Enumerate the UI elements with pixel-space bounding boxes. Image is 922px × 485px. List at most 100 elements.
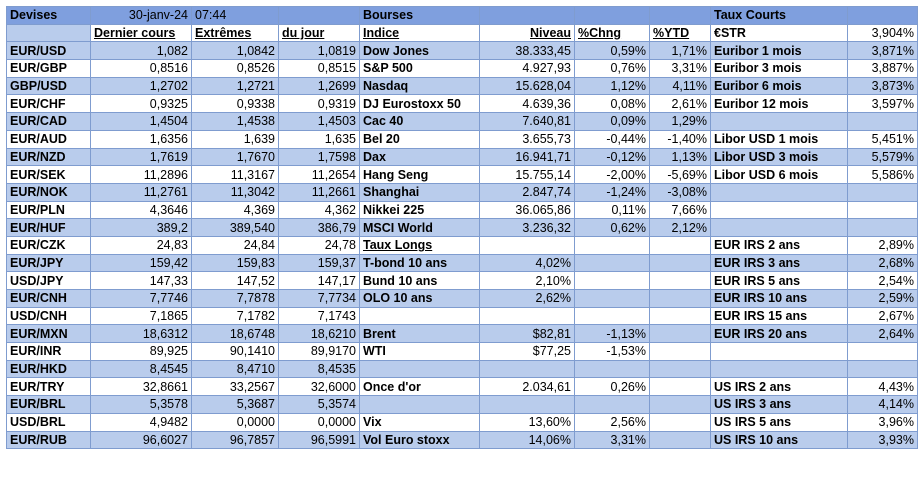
fx-day: 7,7734 (278, 289, 360, 308)
market-name: Nasdaq (359, 76, 480, 96)
market-level: 15.628,04 (479, 76, 575, 96)
market-name: Once d'or (359, 377, 480, 397)
table-row: EUR/INR 89,925 90,1410 89,9170 WTI $77,25 -1,5… (6, 342, 918, 361)
rate-value: 2,59% (847, 289, 918, 308)
market-ytd (649, 395, 711, 414)
table-row: EUR/SEK 11,2896 11,3167 11,2654 Hang Seng 15.… (6, 165, 918, 184)
market-name: Nikkei 225 (359, 200, 480, 220)
market-name: T-bond 10 ans (359, 253, 480, 273)
rate-name: EUR IRS 20 ans (710, 324, 848, 344)
fx-pair: EUR/GBP (6, 59, 91, 78)
rate-name: €STR (710, 23, 848, 43)
fx-pair: EUR/CZK (6, 235, 91, 255)
market-ytd (649, 271, 711, 290)
rate-value: 4,14% (847, 395, 918, 414)
fx-last: 389,2 (90, 218, 192, 237)
table-row: EUR/RUB 96,6027 96,7857 96,5991 Vol Euro sto… (6, 430, 918, 450)
table-row: GBP/USD 1,2702 1,2721 1,2699 Nasdaq 15.628,04… (6, 76, 918, 96)
market-level (479, 306, 575, 326)
fx-extreme: 1,2721 (191, 76, 279, 96)
market-ytd (649, 377, 711, 397)
fx-extreme: 1,0842 (191, 41, 279, 61)
fx-last: 1,6356 (90, 129, 192, 149)
fx-extreme: 7,1782 (191, 306, 279, 326)
market-chng: -1,53% (574, 342, 650, 361)
market-ytd (649, 430, 711, 450)
market-name: WTI (359, 342, 480, 361)
market-level: 7.640,81 (479, 112, 575, 131)
table-row: EUR/BRL 5,3578 5,3687 5,3574 US IRS 3 ans 4,1… (6, 395, 918, 414)
market-chng (574, 271, 650, 290)
market-chng (574, 359, 650, 379)
market-chng (574, 253, 650, 273)
market-ytd (649, 253, 711, 273)
niveau-header: Niveau (479, 23, 575, 43)
market-ytd: -5,69% (649, 165, 711, 184)
rate-value: 3,93% (847, 430, 918, 450)
rate-name: Euribor 12 mois (710, 94, 848, 114)
fx-day: 24,78 (278, 235, 360, 255)
fx-extreme: 5,3687 (191, 395, 279, 414)
fx-extreme: 389,540 (191, 218, 279, 237)
table-row: EUR/CZK 24,83 24,84 24,78 Taux Longs EUR IRS … (6, 235, 918, 255)
market-level: $77,25 (479, 342, 575, 361)
table-row: EUR/HUF 389,2 389,540 386,79 MSCI World 3.236… (6, 218, 918, 237)
market-ytd (649, 289, 711, 308)
fx-day: 1,7598 (278, 147, 360, 167)
market-chng (574, 235, 650, 255)
fx-last: 89,925 (90, 342, 192, 361)
rate-name: Euribor 1 mois (710, 41, 848, 61)
market-name (359, 395, 480, 414)
fx-pair: EUR/PLN (6, 200, 91, 220)
fx-last: 0,8516 (90, 59, 192, 78)
fx-day: 0,8515 (278, 59, 360, 78)
rate-value (847, 359, 918, 379)
fx-pair: EUR/NOK (6, 182, 91, 202)
table-row: EUR/NZD 1,7619 1,7670 1,7598 Dax 16.941,71 -0,… (6, 147, 918, 167)
fx-extreme: 4,369 (191, 200, 279, 220)
rate-value: 2,89% (847, 235, 918, 255)
rate-value: 5,579% (847, 147, 918, 167)
extremes-header: Extrêmes (191, 23, 279, 43)
rate-value: 3,873% (847, 76, 918, 96)
rate-name: Libor USD 1 mois (710, 129, 848, 149)
market-chng: 2,56% (574, 412, 650, 432)
market-chng: 0,59% (574, 41, 650, 61)
table-row: EUR/CNH 7,7746 7,7878 7,7734 OLO 10 ans 2,62%… (6, 289, 918, 308)
rate-name (710, 342, 848, 361)
table-row: EUR/HKD 8,4545 8,4710 8,4535 (6, 359, 918, 379)
market-chng: 0,26% (574, 377, 650, 397)
fx-last: 4,9482 (90, 412, 192, 432)
fx-extreme: 1,7670 (191, 147, 279, 167)
fx-pair: EUR/BRL (6, 395, 91, 414)
market-chng: 3,31% (574, 430, 650, 450)
fx-last: 0,9325 (90, 94, 192, 114)
market-ytd: 1,71% (649, 41, 711, 61)
market-chng (574, 395, 650, 414)
market-ytd: 1,29% (649, 112, 711, 131)
table-body: Devises 30-janv-24 07:44 Bourses Taux Co… (6, 6, 918, 450)
market-ytd (649, 306, 711, 326)
fx-extreme: 96,7857 (191, 430, 279, 450)
market-ytd: 7,66% (649, 200, 711, 220)
rate-name: EUR IRS 2 ans (710, 235, 848, 255)
fx-last: 147,33 (90, 271, 192, 290)
fx-last: 18,6312 (90, 324, 192, 344)
market-level: 3.655,73 (479, 129, 575, 149)
market-level: 36.065,86 (479, 200, 575, 220)
market-ytd (649, 342, 711, 361)
rate-value: 3,96% (847, 412, 918, 432)
fx-extreme: 159,83 (191, 253, 279, 273)
market-level (479, 395, 575, 414)
market-ytd: -1,40% (649, 129, 711, 149)
market-ytd: 2,12% (649, 218, 711, 237)
fx-last: 1,2702 (90, 76, 192, 96)
table-row: USD/JPY 147,33 147,52 147,17 Bund 10 ans 2,10… (6, 271, 918, 290)
fx-day: 11,2654 (278, 165, 360, 184)
fx-day: 386,79 (278, 218, 360, 237)
market-chng: 0,76% (574, 59, 650, 78)
market-name: Hang Seng (359, 165, 480, 184)
fx-pair: EUR/RUB (6, 430, 91, 450)
market-level: $82,81 (479, 324, 575, 344)
table-row: USD/BRL 4,9482 0,0000 0,0000 Vix 13,60% 2,56% U… (6, 412, 918, 432)
